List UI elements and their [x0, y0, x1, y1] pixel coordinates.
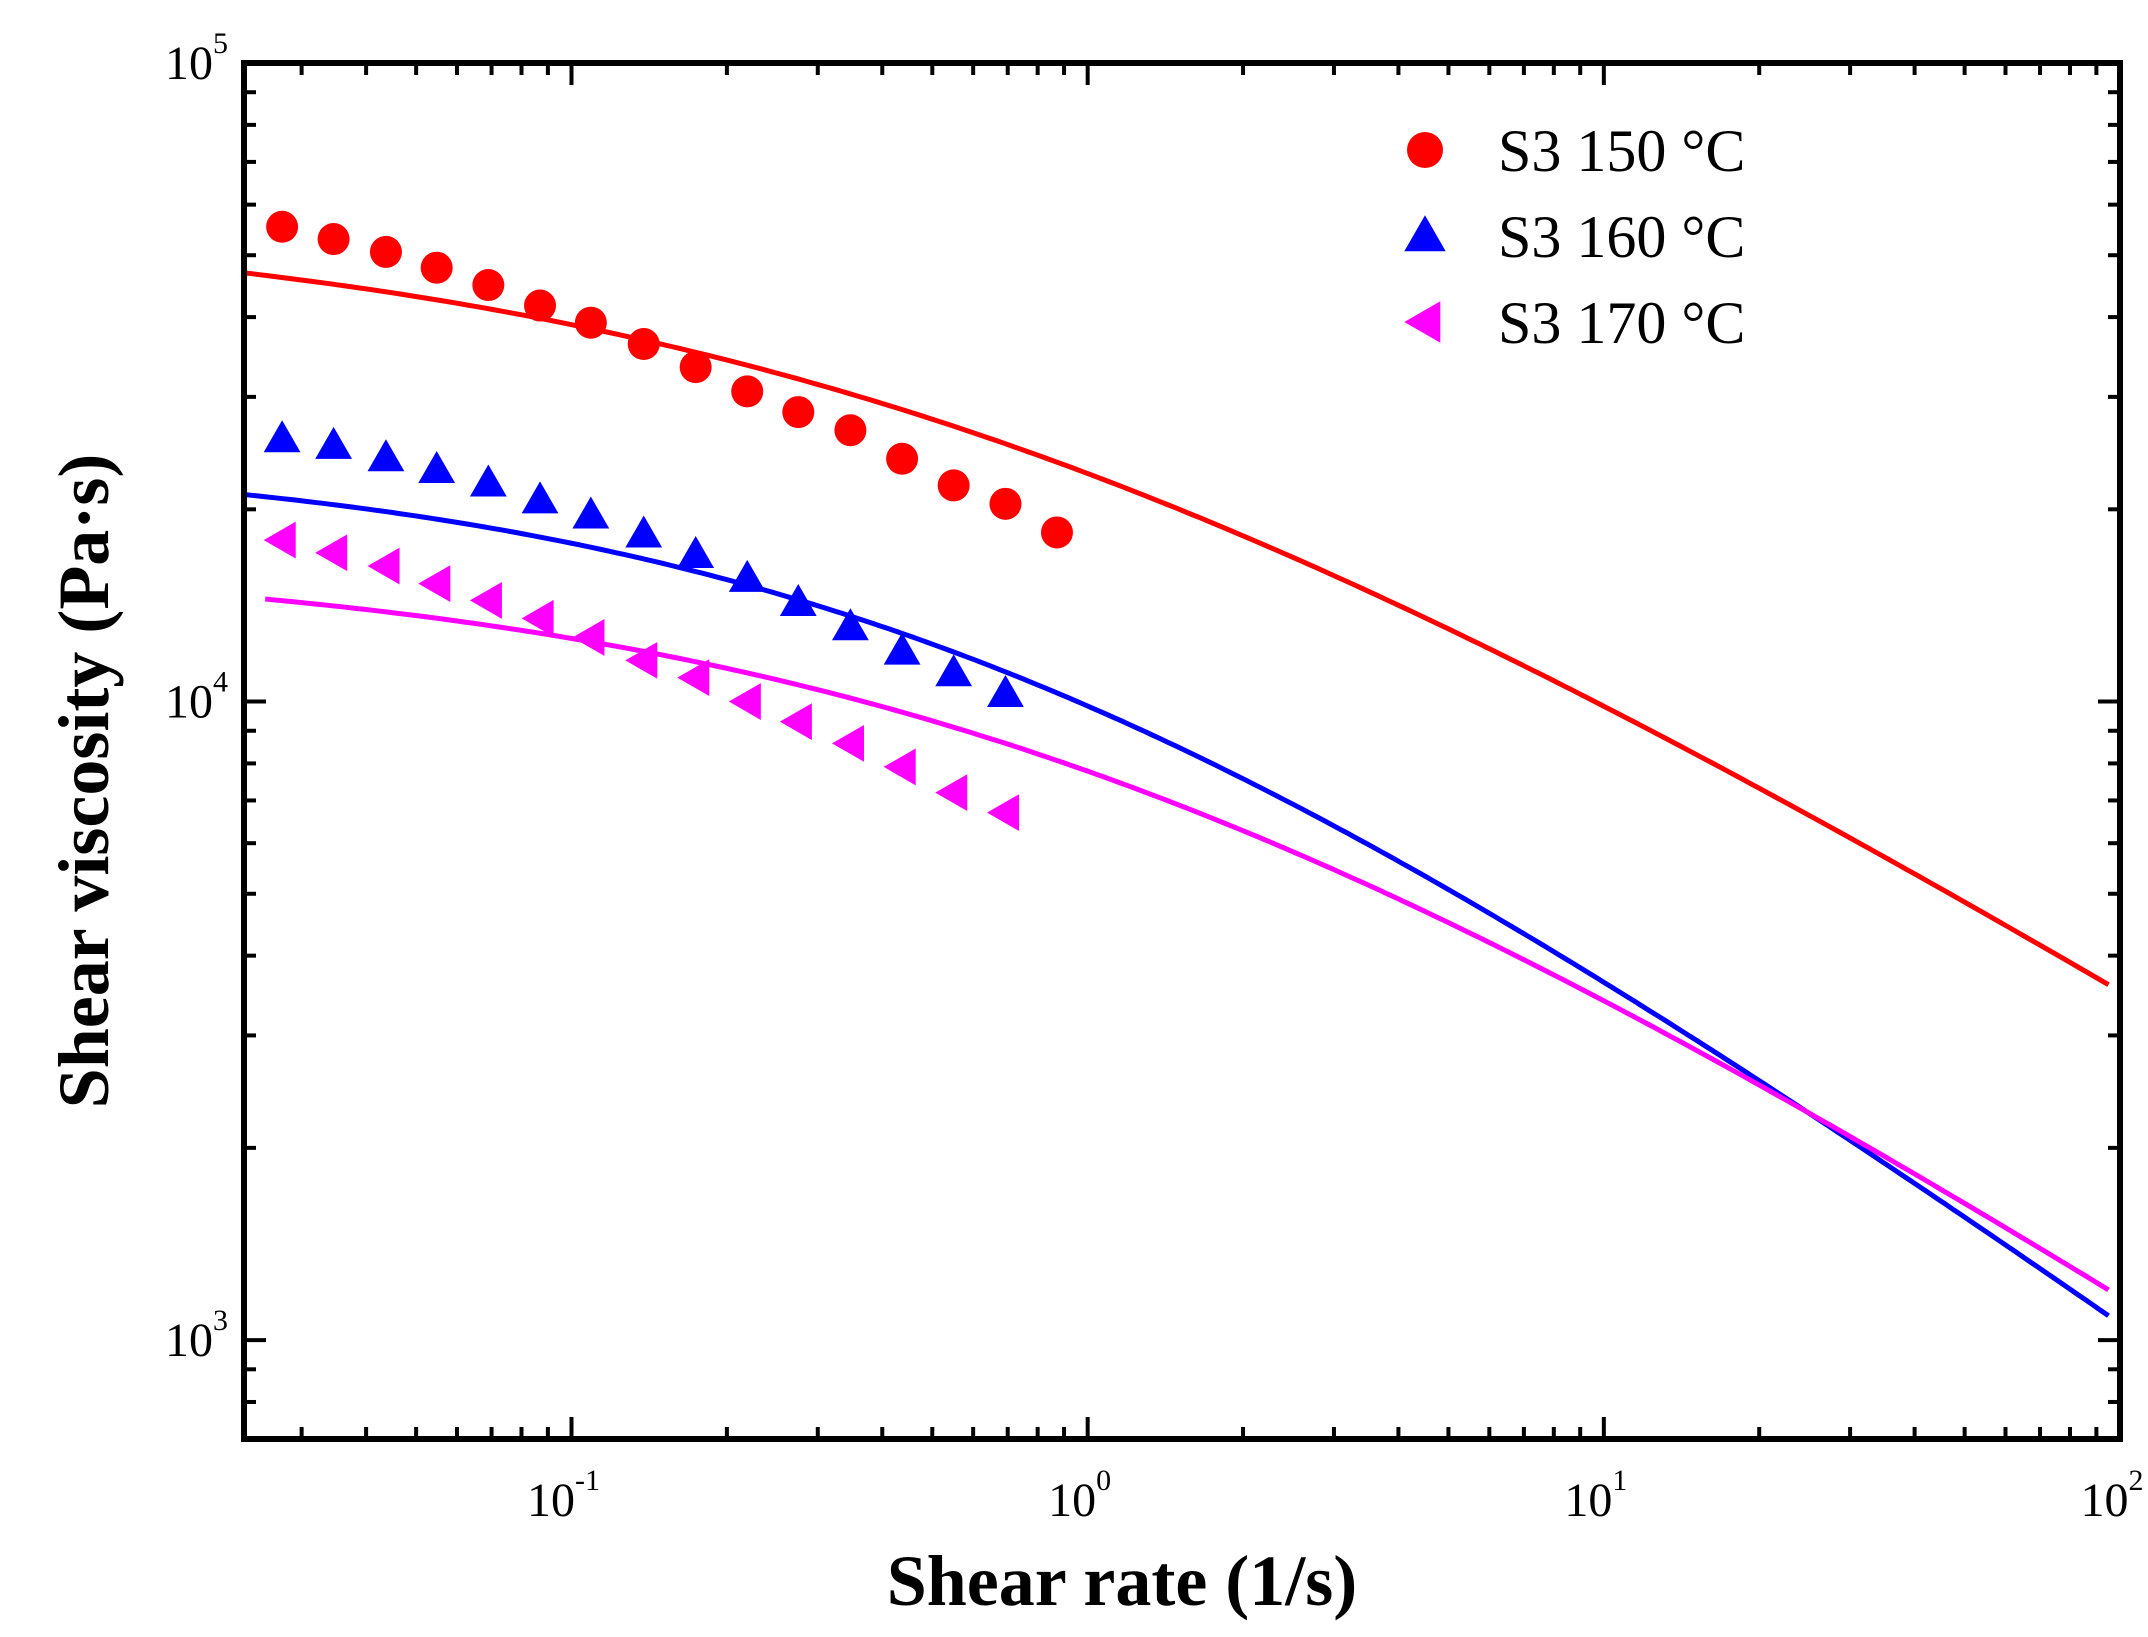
- data-point: [266, 210, 299, 243]
- data-point: [886, 442, 919, 475]
- data-point: [779, 703, 812, 741]
- fit-line: [243, 270, 2110, 987]
- data-point: [832, 724, 865, 762]
- fit-line: [264, 596, 2110, 1293]
- x-tick-label: 102: [2081, 1464, 2144, 1527]
- data-point: [521, 481, 559, 514]
- data-point: [367, 547, 400, 585]
- y-tick-label: 105: [165, 27, 228, 90]
- data-point: [883, 632, 921, 665]
- x-tick-labels: 10-1 100 101 102: [527, 1464, 2143, 1527]
- legend-marker: [1407, 132, 1443, 168]
- data-point: [1040, 516, 1073, 549]
- data-point: [677, 535, 715, 568]
- data-point: [369, 235, 402, 268]
- data-point: [834, 414, 867, 447]
- data-point: [625, 641, 658, 679]
- data-point: [420, 251, 453, 284]
- data-point: [315, 534, 348, 572]
- data-point: [472, 269, 505, 302]
- data-point: [728, 683, 761, 720]
- data-point: [572, 619, 605, 656]
- x-tick-label: 101: [1564, 1464, 1627, 1527]
- legend-marker: [1404, 301, 1441, 343]
- data-point: [263, 521, 296, 559]
- legend-label: S3 150 °C: [1498, 118, 1745, 184]
- legend-item: S3 160 °C: [1404, 204, 1745, 270]
- data-point: [625, 515, 663, 548]
- legend: S3 150 °C S3 160 °C S3 170 °C: [1404, 118, 1745, 356]
- data-point: [469, 582, 502, 619]
- legend-label: S3 160 °C: [1498, 204, 1745, 270]
- x-axis-title: Shear rate (1/s): [887, 1541, 1358, 1621]
- data-point: [574, 306, 607, 339]
- legend-item: S3 170 °C: [1404, 290, 1745, 356]
- data-point: [728, 559, 766, 592]
- y-tick-label: 103: [165, 1304, 228, 1367]
- data-point: [469, 464, 507, 497]
- y-axis-title: Shear viscosity (Pa·s): [44, 454, 124, 1109]
- data-point: [627, 328, 660, 361]
- legend-item: S3 150 °C: [1407, 118, 1745, 184]
- data-point: [418, 565, 451, 603]
- plot-frame: [241, 60, 2123, 1442]
- fit-lines: [243, 270, 2110, 1318]
- data-point: [937, 469, 970, 502]
- data-point: [987, 674, 1024, 707]
- data-markers: [263, 210, 1073, 832]
- legend-label: S3 170 °C: [1498, 290, 1745, 356]
- data-point: [883, 748, 916, 786]
- data-point: [315, 426, 352, 459]
- data-point: [782, 396, 815, 429]
- data-point: [524, 289, 557, 322]
- data-point: [731, 375, 764, 408]
- data-point: [263, 420, 301, 453]
- data-point: [572, 496, 610, 529]
- x-tick-label: 10-1: [527, 1464, 600, 1527]
- legend-marker: [1404, 215, 1446, 252]
- y-tick-labels: 103 104 105: [165, 27, 228, 1367]
- data-point: [317, 223, 350, 256]
- data-point: [367, 439, 405, 472]
- y-tick-label: 104: [165, 666, 228, 729]
- data-point: [832, 608, 869, 641]
- data-point: [418, 450, 456, 483]
- data-point: [987, 794, 1020, 832]
- data-point: [677, 659, 710, 697]
- data-point: [989, 487, 1022, 520]
- data-point: [935, 774, 968, 812]
- data-point: [935, 654, 973, 687]
- data-point: [521, 599, 554, 637]
- data-point: [679, 351, 712, 384]
- x-tick-label: 100: [1048, 1464, 1111, 1527]
- data-point: [779, 583, 817, 616]
